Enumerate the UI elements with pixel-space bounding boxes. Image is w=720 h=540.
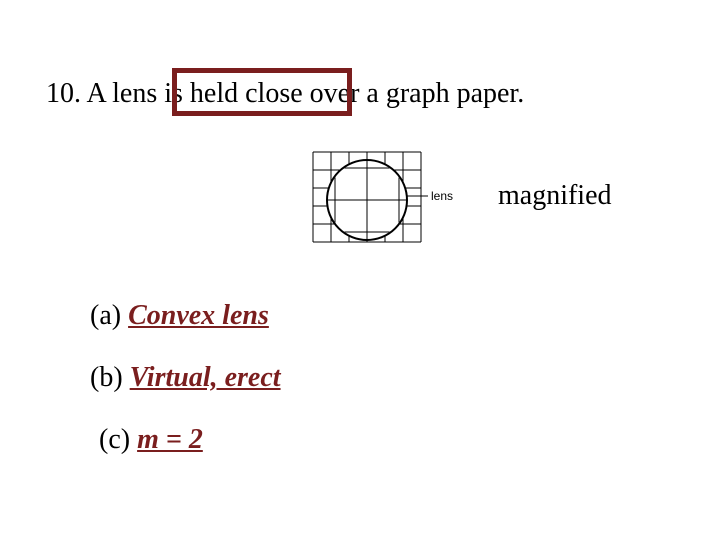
answer-a-prefix: (a) xyxy=(90,300,128,331)
answer-c-prefix: (c) xyxy=(99,424,137,455)
answer-b-text: Virtual, erect xyxy=(130,362,281,393)
answer-a-text: Convex lens xyxy=(128,300,269,331)
answer-c: (c) m = 2 xyxy=(99,424,203,456)
answer-b-prefix: (b) xyxy=(90,362,130,393)
highlight-box xyxy=(172,68,352,116)
answer-a: (a) Convex lens xyxy=(90,300,269,332)
inner-grid xyxy=(317,150,417,250)
answer-c-text: m = 2 xyxy=(137,424,203,455)
page-root: 10. A lens is held close over a graph pa… xyxy=(0,0,720,540)
lens-diagram: lens xyxy=(308,140,468,260)
magnified-label: magnified xyxy=(498,180,612,212)
lens-label: lens xyxy=(431,189,453,203)
answer-b: (b) Virtual, erect xyxy=(90,362,281,394)
